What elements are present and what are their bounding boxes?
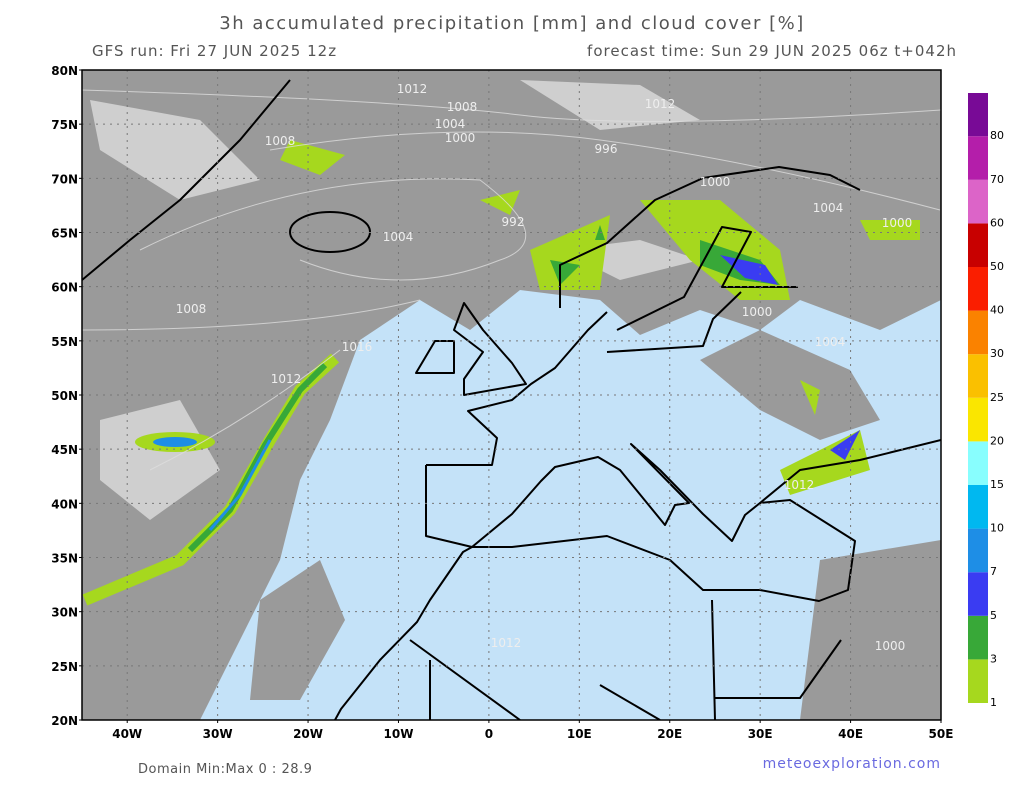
isobar-label: 1004 bbox=[383, 230, 414, 244]
lon-label: 0 bbox=[485, 727, 493, 741]
colorbar-label: 10 bbox=[990, 522, 1004, 535]
lat-label: 70N bbox=[51, 172, 78, 186]
colorbar-label: 1 bbox=[990, 696, 997, 709]
colorbar-label: 7 bbox=[990, 565, 997, 578]
lat-label: 55N bbox=[51, 335, 78, 349]
precipitation bbox=[82, 140, 920, 606]
colorbar-label: 3 bbox=[990, 652, 997, 665]
lon-label: 10W bbox=[384, 727, 414, 741]
lat-label: 30N bbox=[51, 606, 78, 620]
lon-label: 40W bbox=[112, 727, 142, 741]
lat-label: 60N bbox=[51, 281, 78, 295]
lat-label: 35N bbox=[51, 552, 78, 566]
lon-label: 10E bbox=[567, 727, 592, 741]
graticule bbox=[82, 70, 941, 720]
colorbar: 1 3 5 7 10 15 20 25 30 40 50 60 70 80 bbox=[968, 93, 1004, 709]
colorbar-label: 30 bbox=[990, 347, 1004, 360]
lat-label: 65N bbox=[51, 227, 78, 241]
lon-label: 40E bbox=[838, 727, 863, 741]
colorbar-segment bbox=[968, 659, 988, 703]
colorbar-segment bbox=[968, 354, 988, 398]
colorbar-segment bbox=[968, 397, 988, 442]
isobar-label: 1012 bbox=[645, 97, 676, 111]
lon-label: 30W bbox=[203, 727, 233, 741]
colorbar-label: 15 bbox=[990, 478, 1004, 491]
isobars bbox=[82, 89, 941, 471]
lon-label: 20W bbox=[293, 727, 323, 741]
colorbar-label: 20 bbox=[990, 434, 1004, 447]
isobar-label: 996 bbox=[595, 142, 618, 156]
isobar-label: 1012 bbox=[784, 478, 815, 492]
iceland bbox=[289, 211, 371, 253]
colorbar-segment bbox=[968, 179, 988, 224]
isobar-label: 1008 bbox=[447, 100, 478, 114]
lat-label: 75N bbox=[51, 118, 78, 132]
colorbar-label: 50 bbox=[990, 260, 1004, 273]
colorbar-label: 70 bbox=[990, 173, 1004, 186]
colorbar-segment bbox=[968, 223, 988, 267]
lat-label: 20N bbox=[51, 714, 78, 728]
lon-label: 30E bbox=[748, 727, 773, 741]
axis-labels: 80N 75N 70N 65N 60N 55N 50N 45N 40N 35N 30N 25N 20N 4… bbox=[51, 64, 953, 741]
colorbar-segment bbox=[968, 485, 988, 529]
run-info: GFS run: Fri 27 JUN 2025 12z bbox=[92, 42, 337, 60]
lat-label: 40N bbox=[51, 497, 78, 511]
lon-label: 20E bbox=[657, 727, 682, 741]
map: 1012100810041000101210089969921004100010… bbox=[82, 70, 941, 720]
colorbar-segment bbox=[968, 441, 988, 485]
isobar-label: 1004 bbox=[815, 335, 846, 349]
isobar-label: 1004 bbox=[813, 201, 844, 215]
isobar-label: 1012 bbox=[491, 636, 522, 650]
colorbar-label: 80 bbox=[990, 129, 1004, 142]
colorbar-segment bbox=[968, 310, 988, 355]
domain-minmax: Domain Min:Max 0 : 28.9 bbox=[138, 762, 312, 777]
isobar-label: 1000 bbox=[882, 216, 913, 230]
colorbar-label: 60 bbox=[990, 216, 1004, 229]
colorbar-segment bbox=[968, 136, 988, 180]
lat-label: 80N bbox=[51, 64, 78, 78]
colorbar-segment bbox=[968, 615, 988, 660]
isobar-label: 1000 bbox=[445, 131, 476, 145]
lat-label: 50N bbox=[51, 389, 78, 403]
colorbar-label: 5 bbox=[990, 609, 997, 622]
isobar-label: 1012 bbox=[397, 82, 428, 96]
colorbar-segment bbox=[968, 267, 988, 311]
lat-label: 25N bbox=[51, 660, 78, 674]
isobar-label: 1012 bbox=[271, 372, 302, 386]
colorbar-label: 40 bbox=[990, 304, 1004, 317]
colorbar-segment bbox=[968, 572, 988, 616]
isobar-labels: 1012100810041000101210089969921004100010… bbox=[176, 82, 913, 653]
colorbar-segment bbox=[968, 528, 988, 573]
site-link[interactable]: meteoexploration.com bbox=[763, 756, 941, 772]
isobar-label: 1008 bbox=[265, 134, 296, 148]
cloud-high bbox=[90, 80, 700, 520]
colorbar-segment bbox=[968, 93, 988, 137]
lon-label: 50E bbox=[929, 727, 954, 741]
title: 3h accumulated precipitation [mm] and cl… bbox=[219, 13, 804, 34]
colorbar-label: 25 bbox=[990, 391, 1004, 404]
isobar-label: 1004 bbox=[435, 117, 466, 131]
lat-label: 45N bbox=[51, 443, 78, 457]
isobar-label: 992 bbox=[502, 215, 525, 229]
isobar-label: 1000 bbox=[700, 175, 731, 189]
isobar-label: 1016 bbox=[342, 340, 373, 354]
forecast-info: forecast time: Sun 29 JUN 2025 06z t+042… bbox=[587, 42, 957, 60]
isobar-label: 1000 bbox=[742, 305, 773, 319]
cloud-cover bbox=[250, 330, 941, 720]
isobar-label: 1000 bbox=[875, 639, 906, 653]
isobar-label: 1008 bbox=[176, 302, 207, 316]
